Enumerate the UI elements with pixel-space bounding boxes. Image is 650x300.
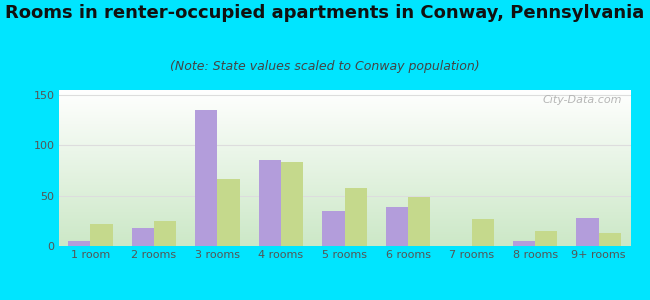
Text: City-Data.com: City-Data.com [542,95,622,105]
Bar [577,218,599,246]
Text: Rooms in renter-occupied apartments in Conway, Pennsylvania: Rooms in renter-occupied apartments in C… [5,4,645,22]
Bar [68,241,90,246]
Bar [386,207,408,246]
Legend: Conway, Pennsylvania: Conway, Pennsylvania [226,297,463,300]
Bar [131,228,154,246]
Bar [217,178,240,246]
Bar [599,233,621,246]
Bar [259,160,281,246]
Bar [408,197,430,246]
Bar [513,241,535,246]
Bar [535,231,558,246]
Bar [281,163,303,246]
Bar [154,221,176,246]
Text: (Note: State values scaled to Conway population): (Note: State values scaled to Conway pop… [170,60,480,73]
Bar [195,110,217,246]
Bar [90,224,112,246]
Bar [322,211,344,246]
Bar [472,219,494,246]
Bar [344,188,367,246]
